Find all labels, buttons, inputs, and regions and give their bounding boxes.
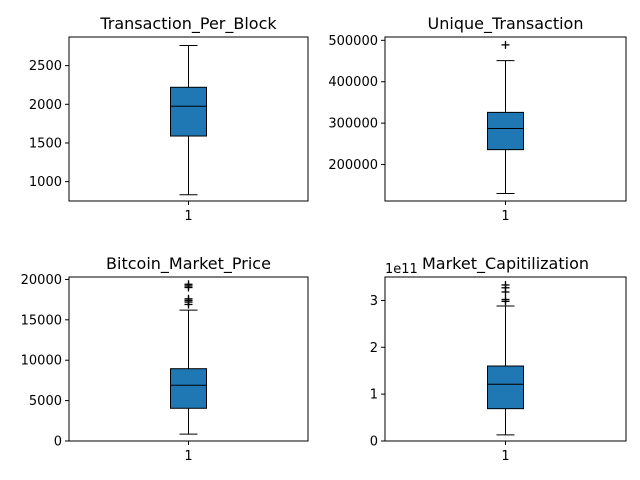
subplot-4: Market_Capitilization 0 1 2 3 1 1e11 [370, 254, 627, 464]
y-tick-label: 20000 [21, 273, 62, 288]
y-tick-label: 1000 [29, 175, 62, 190]
y-tick-label: 15000 [21, 313, 62, 328]
x-tick-label: 1 [184, 449, 192, 464]
box-iqr [487, 111, 524, 151]
flier-point [501, 280, 510, 289]
x-tick-label: 1 [501, 209, 509, 224]
y-tick-label: 300000 [328, 117, 378, 132]
flier-point [184, 280, 193, 289]
chart-title: Transaction_Per_Block [99, 14, 277, 34]
y-tick-label: 3 [370, 294, 378, 309]
y-tick-label: 10000 [21, 354, 62, 369]
chart-title: Unique_Transaction [428, 14, 584, 34]
offset-label: 1e11 [385, 262, 418, 277]
flier-point [184, 294, 193, 303]
box-iqr [170, 368, 207, 409]
y-tick-label: 5000 [29, 394, 62, 409]
subplot-1: Transaction_Per_Block 1000 1500 2000 2500 1 [29, 14, 309, 224]
y-tick-label: 2000 [29, 98, 62, 113]
box-iqr [487, 365, 524, 410]
y-tick-label: 1 [370, 388, 378, 403]
y-tick-label: 2500 [29, 59, 62, 74]
y-tick-label: 500000 [328, 34, 378, 49]
y-tick-label: 200000 [328, 158, 378, 173]
subplot-3: Bitcoin_Market_Price 0 5000 10000 15000 20000… [21, 254, 309, 464]
y-tick-label: 400000 [328, 75, 378, 90]
box-iqr [170, 86, 207, 137]
chart-title: Bitcoin_Market_Price [106, 254, 271, 274]
chart-title: Market_Capitilization [422, 254, 589, 274]
x-tick-label: 1 [501, 449, 509, 464]
y-tick-label: 0 [54, 435, 62, 450]
subplot-2: Unique_Transaction 200000 300000 400000 5000… [328, 14, 627, 224]
flier-point [501, 40, 510, 49]
y-tick-label: 0 [370, 435, 378, 450]
y-tick-label: 2 [370, 341, 378, 356]
x-tick-label: 1 [184, 209, 192, 224]
flier-point [501, 295, 510, 304]
y-tick-label: 1500 [29, 136, 62, 151]
